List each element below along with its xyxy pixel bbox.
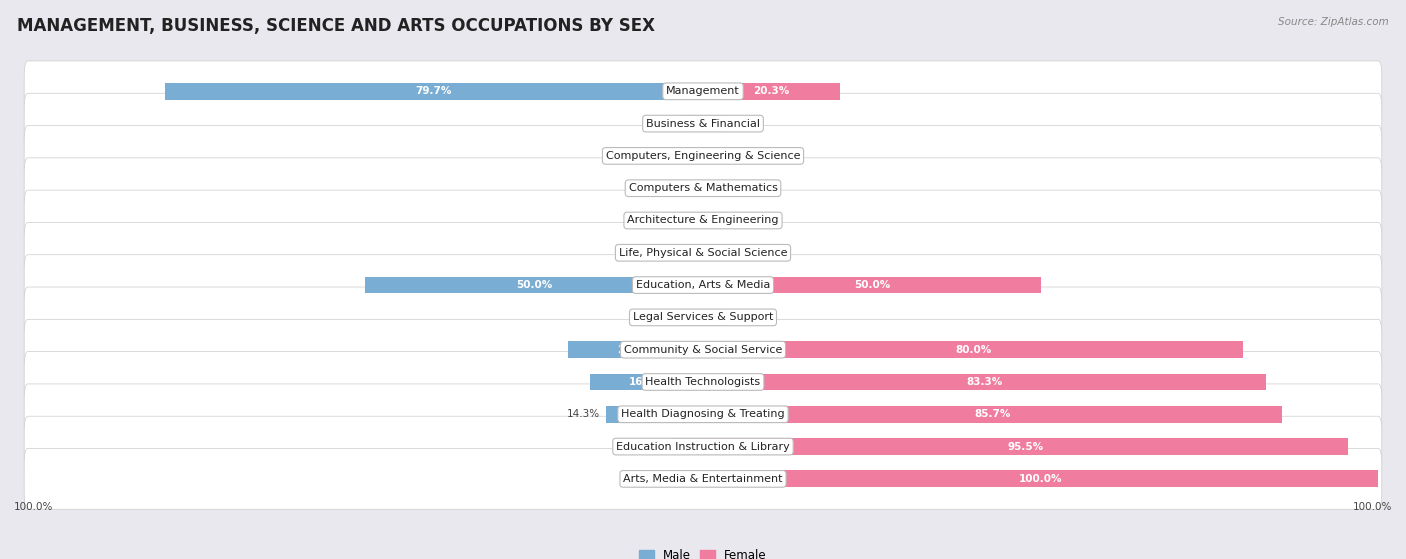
Text: Health Diagnosing & Treating: Health Diagnosing & Treating [621, 409, 785, 419]
Text: 20.3%: 20.3% [754, 86, 790, 96]
Bar [703, 115, 723, 132]
Text: 95.5%: 95.5% [1008, 442, 1043, 452]
FancyBboxPatch shape [24, 222, 1382, 283]
FancyBboxPatch shape [24, 416, 1382, 477]
Bar [703, 180, 723, 197]
Bar [683, 180, 703, 197]
Text: 50.0%: 50.0% [516, 280, 553, 290]
Text: 85.7%: 85.7% [974, 409, 1011, 419]
Text: 100.0%: 100.0% [14, 503, 53, 513]
Bar [703, 309, 723, 326]
Bar [703, 342, 1243, 358]
Text: Community & Social Service: Community & Social Service [624, 345, 782, 355]
Text: 0.0%: 0.0% [650, 151, 676, 161]
Text: Health Technologists: Health Technologists [645, 377, 761, 387]
Text: 80.0%: 80.0% [955, 345, 991, 355]
Bar [606, 406, 703, 423]
Text: 0.0%: 0.0% [650, 183, 676, 193]
FancyBboxPatch shape [24, 61, 1382, 122]
Text: Management: Management [666, 86, 740, 96]
FancyBboxPatch shape [24, 448, 1382, 509]
Bar [703, 83, 841, 100]
Text: 14.3%: 14.3% [567, 409, 599, 419]
Bar [683, 244, 703, 261]
Bar [683, 309, 703, 326]
Text: Computers, Engineering & Science: Computers, Engineering & Science [606, 151, 800, 161]
Bar [703, 277, 1040, 293]
Text: Business & Financial: Business & Financial [645, 119, 761, 129]
FancyBboxPatch shape [24, 287, 1382, 348]
Text: 100.0%: 100.0% [1353, 503, 1392, 513]
Bar [683, 148, 703, 164]
Text: 0.0%: 0.0% [730, 215, 756, 225]
Bar [703, 438, 1348, 455]
Text: 0.0%: 0.0% [730, 248, 756, 258]
Text: Computers & Mathematics: Computers & Mathematics [628, 183, 778, 193]
Text: Education Instruction & Library: Education Instruction & Library [616, 442, 790, 452]
Bar [366, 277, 703, 293]
Text: 0.0%: 0.0% [650, 119, 676, 129]
FancyBboxPatch shape [24, 93, 1382, 154]
FancyBboxPatch shape [24, 126, 1382, 186]
Text: 0.0%: 0.0% [730, 119, 756, 129]
FancyBboxPatch shape [24, 352, 1382, 413]
Legend: Male, Female: Male, Female [634, 544, 772, 559]
FancyBboxPatch shape [24, 384, 1382, 444]
Text: Source: ZipAtlas.com: Source: ZipAtlas.com [1278, 17, 1389, 27]
Text: 20.0%: 20.0% [617, 345, 654, 355]
Bar [591, 373, 703, 390]
Text: Architecture & Engineering: Architecture & Engineering [627, 215, 779, 225]
Text: 100.0%: 100.0% [1019, 474, 1063, 484]
Text: 50.0%: 50.0% [853, 280, 890, 290]
Text: Legal Services & Support: Legal Services & Support [633, 312, 773, 323]
Bar [568, 342, 703, 358]
FancyBboxPatch shape [24, 190, 1382, 251]
Bar [703, 406, 1282, 423]
Text: Arts, Media & Entertainment: Arts, Media & Entertainment [623, 474, 783, 484]
Text: Education, Arts & Media: Education, Arts & Media [636, 280, 770, 290]
Text: 16.7%: 16.7% [628, 377, 665, 387]
Bar [683, 471, 703, 487]
Bar [703, 148, 723, 164]
Bar [165, 83, 703, 100]
Bar [703, 212, 723, 229]
Text: Life, Physical & Social Science: Life, Physical & Social Science [619, 248, 787, 258]
Bar [703, 471, 1378, 487]
Bar [672, 438, 703, 455]
Bar [683, 115, 703, 132]
FancyBboxPatch shape [24, 319, 1382, 380]
Text: 0.0%: 0.0% [730, 312, 756, 323]
Bar [703, 373, 1265, 390]
Text: 0.0%: 0.0% [650, 215, 676, 225]
FancyBboxPatch shape [24, 255, 1382, 315]
Text: 0.0%: 0.0% [650, 474, 676, 484]
Text: 0.0%: 0.0% [650, 312, 676, 323]
Text: 79.7%: 79.7% [416, 86, 451, 96]
Text: 0.0%: 0.0% [650, 248, 676, 258]
Bar [683, 212, 703, 229]
Text: 4.6%: 4.6% [638, 442, 665, 452]
Text: 0.0%: 0.0% [730, 183, 756, 193]
Text: 83.3%: 83.3% [966, 377, 1002, 387]
FancyBboxPatch shape [24, 158, 1382, 219]
Text: 0.0%: 0.0% [730, 151, 756, 161]
Text: MANAGEMENT, BUSINESS, SCIENCE AND ARTS OCCUPATIONS BY SEX: MANAGEMENT, BUSINESS, SCIENCE AND ARTS O… [17, 17, 655, 35]
Bar [703, 244, 723, 261]
